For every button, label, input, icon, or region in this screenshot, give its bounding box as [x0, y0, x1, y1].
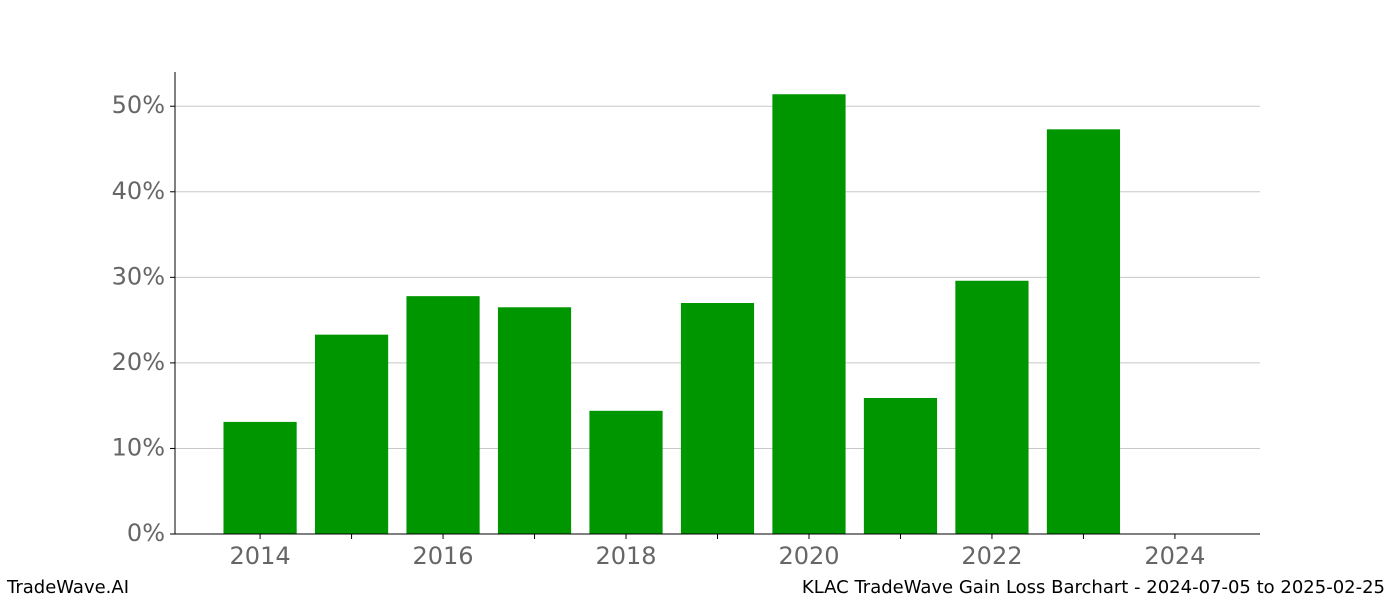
y-tick-label: 40%	[112, 177, 165, 205]
x-tick-label: 2024	[1144, 542, 1205, 570]
bar	[680, 303, 755, 534]
bar	[223, 421, 297, 534]
y-tick-label: 0%	[127, 519, 165, 547]
bar	[497, 307, 572, 534]
bar	[406, 296, 480, 534]
x-tick-label: 2020	[778, 542, 839, 570]
x-tick-label: 2016	[413, 542, 474, 570]
caption: KLAC TradeWave Gain Loss Barchart - 2024…	[802, 577, 1385, 598]
x-tick-label: 2014	[230, 542, 291, 570]
watermark: TradeWave.AI	[6, 577, 129, 598]
bar	[314, 334, 389, 534]
bar	[772, 94, 846, 534]
bar	[1046, 129, 1121, 535]
bar	[589, 410, 663, 534]
x-tick-label: 2022	[961, 542, 1022, 570]
y-tick-label: 50%	[112, 91, 165, 119]
y-tick-label: 10%	[112, 433, 165, 461]
y-tick-label: 30%	[112, 262, 165, 290]
y-tick-label: 20%	[112, 348, 165, 376]
bar	[955, 280, 1029, 534]
x-tick-label: 2018	[595, 542, 656, 570]
bar	[863, 397, 938, 534]
